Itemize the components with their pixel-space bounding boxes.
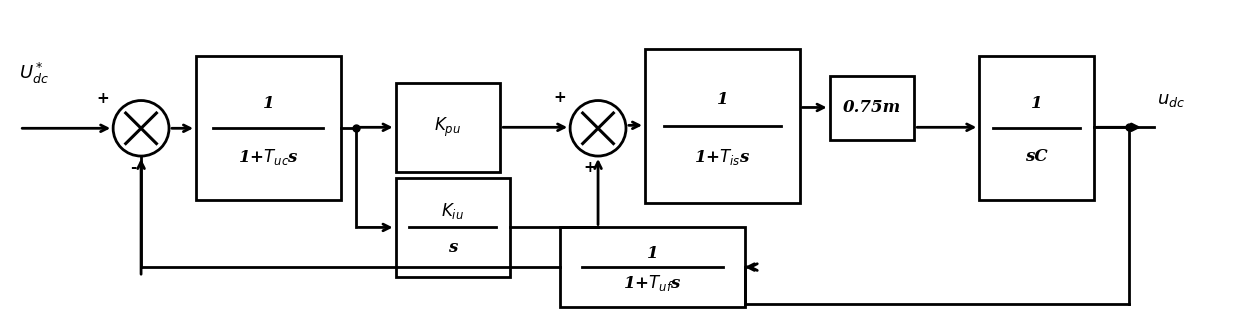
Text: 1+$T_{uc}$s: 1+$T_{uc}$s <box>238 147 299 166</box>
Text: 0.75m: 0.75m <box>843 99 901 116</box>
Bar <box>560 227 745 307</box>
Bar <box>196 56 341 200</box>
Text: s: s <box>448 239 458 256</box>
Bar <box>396 178 510 277</box>
Text: 1+$T_{uf}$s: 1+$T_{uf}$s <box>624 273 682 293</box>
Text: 1+$T_{is}$s: 1+$T_{is}$s <box>694 147 750 166</box>
Bar <box>980 56 1094 200</box>
Text: 1: 1 <box>717 91 728 108</box>
Text: +: + <box>553 89 567 105</box>
Text: $U^*_{dc}$: $U^*_{dc}$ <box>20 61 50 86</box>
Text: $K_{iu}$: $K_{iu}$ <box>441 201 464 221</box>
Text: 1: 1 <box>1030 95 1043 112</box>
Text: sC: sC <box>1025 148 1048 165</box>
Text: $K_{pu}$: $K_{pu}$ <box>434 116 461 139</box>
Bar <box>396 83 500 172</box>
Text: 1: 1 <box>646 245 658 262</box>
Bar <box>830 76 914 140</box>
Text: 1: 1 <box>263 95 274 112</box>
Text: +: + <box>97 91 109 107</box>
Text: -: - <box>130 160 136 175</box>
Text: $u_{dc}$: $u_{dc}$ <box>1157 91 1185 110</box>
Text: +: + <box>584 160 596 175</box>
Bar <box>645 49 800 203</box>
